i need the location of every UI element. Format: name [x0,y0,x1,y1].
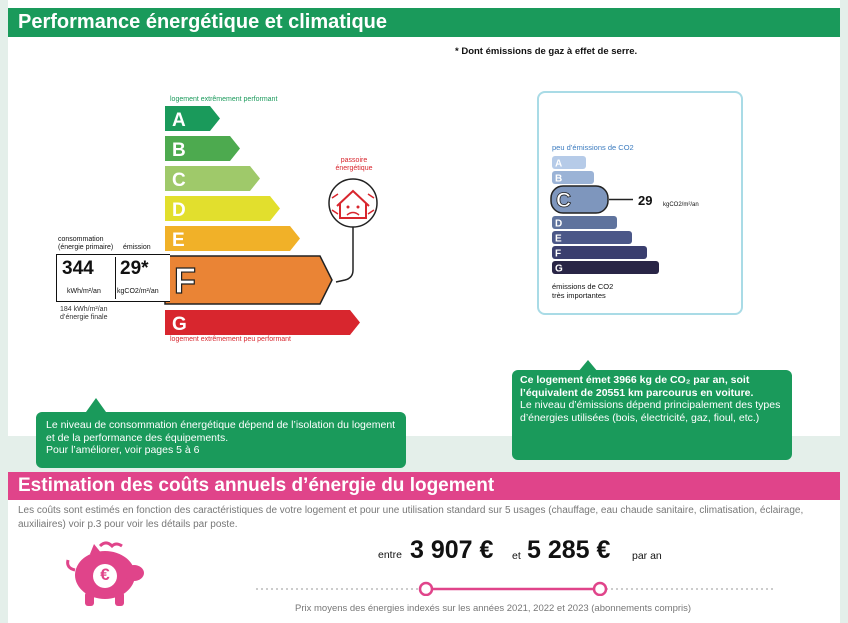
passoire-house-icon [328,178,378,283]
bottom-caption-energy: logement extrêmement peu performant [170,336,292,343]
climate-bar-a [552,156,586,169]
climate-bar-d [552,216,617,229]
final-energy-note: 184 kWh/m²/an d’énergie finale [60,306,108,321]
bubble-climate-text: Le niveau d’émissions dépend principalem… [520,399,781,424]
bubble-right-pointer [578,360,598,372]
energy-class-letter-c: C [172,170,186,191]
emission-header: émission [123,244,151,251]
and-label: et [512,550,521,562]
climate-label-frame [537,91,743,315]
emission-value: 29* [120,258,149,279]
prices-note: Prix moyens des énergies indexés sur les… [295,603,692,614]
piggy-bank-icon [66,541,144,606]
consumption-header: consommation (énergie primaire) [58,236,114,251]
energy-class-letter-g: G [172,314,187,335]
bubble-energy-info: Le niveau de consommation énergétique dé… [36,412,406,468]
bottom-caption-climate: émissions de CO2 très importantes [552,282,614,300]
energy-bar-b [165,136,240,161]
climate-class-letter-g: G [555,264,563,275]
energy-class-letter-a: A [172,110,186,131]
climate-class-letter-a: A [555,159,562,170]
ghg-note: * Dont émissions de gaz à effet de serre… [455,46,638,57]
energy-bar-e [165,226,300,251]
energy-bar-g [165,310,360,335]
consumption-value: 344 [62,258,94,279]
between-label: entre [378,549,402,561]
energy-bar-a [165,106,220,131]
min-cost: 3 907 € [410,536,494,564]
energy-class-letter-f: F [174,260,196,301]
cost-range-scale [256,581,776,596]
bubble-left-pointer [86,398,106,412]
climate-class-letter-c: C [556,189,571,212]
energy-section-background [8,0,840,436]
climate-class-letter-f: F [555,249,561,260]
costs-intro: Les coûts sont estimés en fonction des c… [18,505,804,530]
costs-section-background [8,500,840,623]
energy-class-letter-e: E [172,230,185,251]
climate-value: 29 [638,193,653,208]
passoire-label: passoire énergétique [335,157,373,172]
climate-bar-e [552,231,632,244]
energy-class-letter-d: D [172,200,186,221]
per-year-label: par an [632,550,662,562]
consumption-unit: kWh/m²/an [67,288,101,295]
top-caption-climate: peu d’émissions de CO2 [552,143,634,152]
euro-symbol: € [100,565,110,584]
climate-class-letter-b: B [555,174,562,185]
top-caption-energy: logement extrêmement performant [170,96,278,103]
climate-unit: kgCO2/m²/an [663,202,699,208]
bubble-climate-info: Ce logement émet 3966 kg de CO₂ par an, … [512,370,792,460]
bubble-climate-bold: Ce logement émet 3966 kg de CO₂ par an, … [520,374,754,399]
section-title-performance: Performance énergétique et climatique [8,8,840,37]
climate-class-letter-d: D [555,219,562,230]
energy-bar-d [165,196,280,221]
energy-class-letter-b: B [172,140,186,161]
climate-class-letter-e: E [555,234,562,245]
climate-bar-c [550,185,609,214]
climate-bar-b [552,171,594,184]
climate-bar-f [552,246,647,259]
max-cost: 5 285 € [527,536,611,564]
energy-bar-c [165,166,260,191]
consumption-box: 344 kWh/m²/an 29* kgCO2/m²/an [56,254,170,302]
section-title-costs: Estimation des coûts annuels d’énergie d… [8,472,840,500]
climate-bar-g [552,261,659,274]
emission-unit: kgCO2/m²/an [117,288,159,295]
